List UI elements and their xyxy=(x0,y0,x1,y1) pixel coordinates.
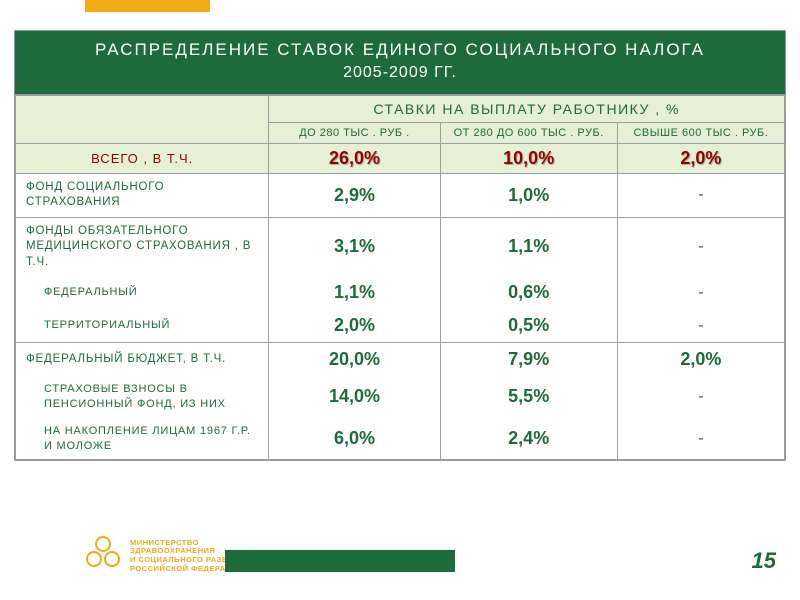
total-b: 10,0% xyxy=(440,143,617,173)
footer: МИНИСТЕРСТВО ЗДРАВООХРАНЕНИЯ И СОЦИАЛЬНО… xyxy=(0,516,800,576)
row-fss: ФОНД СОЦИАЛЬНОГО СТРАХОВАНИЯ 2,9% 1,0% - xyxy=(16,173,785,217)
row-fb: ФЕДЕРАЛЬНЫЙ БЮДЖЕТ, В Т.Ч. 20,0% 7,9% 2,… xyxy=(16,343,785,377)
cell: 5,5% xyxy=(440,376,617,418)
footer-green-bar xyxy=(225,550,455,572)
cell: 0,6% xyxy=(440,276,617,309)
cell: 3,1% xyxy=(269,217,440,276)
total-label: ВСЕГО , В Т.Ч. xyxy=(16,143,269,173)
rates-table: СТАВКИ НА ВЫПЛАТУ РАБОТНИКУ , % ДО 280 Т… xyxy=(15,95,785,461)
row-foms: ФОНДЫ ОБЯЗАТЕЛЬНОГО МЕДИЦИНСКОГО СТРАХОВ… xyxy=(16,217,785,276)
cell: 2,0% xyxy=(617,343,784,377)
total-a: 26,0% xyxy=(269,143,440,173)
header-main: СТАВКИ НА ВЫПЛАТУ РАБОТНИКУ , % xyxy=(269,95,785,122)
cell: 2,4% xyxy=(440,418,617,460)
cell: 1,1% xyxy=(269,276,440,309)
row-fb-nak: НА НАКОПЛЕНИЕ ЛИЦАМ 1967 Г.Р. И МОЛОЖЕ 6… xyxy=(16,418,785,460)
ministry-logo-icon xyxy=(84,536,124,576)
row-label: СТРАХОВЫЕ ВЗНОСЫ В ПЕНСИОННЫЙ ФОНД, ИЗ Н… xyxy=(16,376,269,418)
total-row: ВСЕГО , В Т.Ч. 26,0% 10,0% 2,0% xyxy=(16,143,785,173)
page-number: 15 xyxy=(752,548,776,574)
title-line1: РАСПРЕДЕЛЕНИЕ СТАВОК ЕДИНОГО СОЦИАЛЬНОГО… xyxy=(21,39,779,62)
row-foms-fed: ФЕДЕРАЛЬНЫЙ 1,1% 0,6% - xyxy=(16,276,785,309)
cell: 2,9% xyxy=(269,173,440,217)
cell: 2,0% xyxy=(269,309,440,343)
row-label: ФЕДЕРАЛЬНЫЙ xyxy=(16,276,269,309)
cell: - xyxy=(617,376,784,418)
cell: - xyxy=(617,276,784,309)
header-col-b: ОТ 280 ДО 600 ТЫС . РУБ. xyxy=(440,122,617,143)
cell: 14,0% xyxy=(269,376,440,418)
cell: 1,0% xyxy=(440,173,617,217)
cell: 20,0% xyxy=(269,343,440,377)
tax-table: РАСПРЕДЕЛЕНИЕ СТАВОК ЕДИНОГО СОЦИАЛЬНОГО… xyxy=(14,30,786,461)
cell: 0,5% xyxy=(440,309,617,343)
row-fb-pf: СТРАХОВЫЕ ВЗНОСЫ В ПЕНСИОННЫЙ ФОНД, ИЗ Н… xyxy=(16,376,785,418)
cell: - xyxy=(617,217,784,276)
row-label: ТЕРРИТОРИАЛЬНЫЙ xyxy=(16,309,269,343)
row-label: НА НАКОПЛЕНИЕ ЛИЦАМ 1967 Г.Р. И МОЛОЖЕ xyxy=(16,418,269,460)
total-c: 2,0% xyxy=(617,143,784,173)
header-blank xyxy=(16,95,269,143)
header-col-a: ДО 280 ТЫС . РУБ . xyxy=(269,122,440,143)
row-label: ФОНДЫ ОБЯЗАТЕЛЬНОГО МЕДИЦИНСКОГО СТРАХОВ… xyxy=(16,217,269,276)
row-label: ФЕДЕРАЛЬНЫЙ БЮДЖЕТ, В Т.Ч. xyxy=(16,343,269,377)
header-col-c: СВЫШЕ 600 ТЫС . РУБ. xyxy=(617,122,784,143)
cell: - xyxy=(617,173,784,217)
cell: - xyxy=(617,418,784,460)
row-label: ФОНД СОЦИАЛЬНОГО СТРАХОВАНИЯ xyxy=(16,173,269,217)
cell: 7,9% xyxy=(440,343,617,377)
row-foms-ter: ТЕРРИТОРИАЛЬНЫЙ 2,0% 0,5% - xyxy=(16,309,785,343)
cell: 1,1% xyxy=(440,217,617,276)
top-accent-bar xyxy=(85,0,210,12)
cell: 6,0% xyxy=(269,418,440,460)
cell: - xyxy=(617,309,784,343)
title-line2: 2005-2009 ГГ. xyxy=(21,62,779,84)
table-title: РАСПРЕДЕЛЕНИЕ СТАВОК ЕДИНОГО СОЦИАЛЬНОГО… xyxy=(15,31,785,95)
